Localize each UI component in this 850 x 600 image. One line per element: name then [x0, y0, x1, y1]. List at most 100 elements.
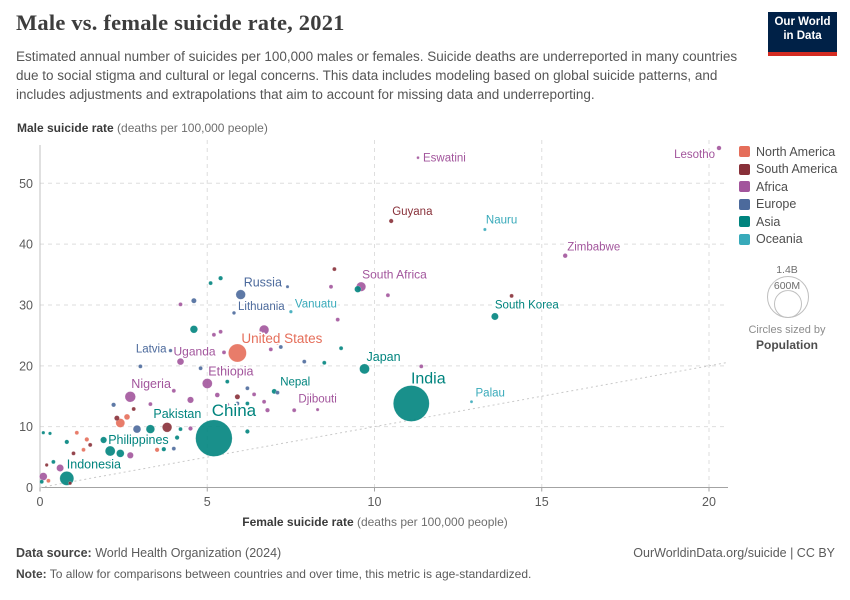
data-point-background[interactable] [332, 266, 337, 272]
data-point-background[interactable] [148, 401, 153, 407]
legend-item-europe[interactable]: Europe [739, 196, 837, 214]
data-point-background[interactable] [198, 366, 203, 371]
legend-item-oceania[interactable]: Oceania [739, 231, 837, 249]
data-point-background[interactable] [268, 347, 274, 352]
data-point-united-states[interactable] [228, 343, 247, 363]
data-point-ethiopia[interactable] [202, 378, 213, 389]
data-point-background[interactable] [245, 401, 250, 406]
data-point-background[interactable] [68, 481, 73, 486]
owid-logo[interactable]: Our World in Data [768, 12, 837, 56]
data-point-background[interactable] [115, 418, 126, 428]
data-point-zimbabwe[interactable] [562, 253, 568, 259]
data-point-background[interactable] [244, 429, 250, 434]
data-point-background[interactable] [419, 364, 424, 369]
country-label-zimbabwe[interactable]: Zimbabwe [566, 240, 622, 255]
data-point-background[interactable] [278, 344, 284, 350]
data-point-background[interactable] [178, 426, 183, 432]
data-point-background[interactable] [48, 431, 52, 436]
legend-item-asia[interactable]: Asia [739, 213, 837, 231]
data-point-background[interactable] [214, 392, 220, 398]
data-point-background[interactable] [225, 402, 230, 408]
data-point-background[interactable] [275, 390, 280, 395]
data-point-background[interactable] [126, 451, 134, 459]
data-point-background[interactable] [275, 341, 280, 346]
country-label-south-korea[interactable]: South Korea [493, 298, 561, 313]
data-point-china[interactable] [195, 419, 233, 457]
country-label-ethiopia[interactable]: Ethiopia [207, 363, 255, 380]
data-point-background[interactable] [509, 293, 514, 299]
data-point-nigeria[interactable] [124, 391, 136, 403]
data-point-japan[interactable] [359, 363, 370, 375]
data-point-background[interactable] [234, 393, 241, 400]
data-point-background[interactable] [335, 317, 340, 322]
data-point-background[interactable] [245, 386, 250, 391]
data-point-background[interactable] [338, 345, 344, 351]
data-point-background[interactable] [189, 325, 198, 334]
data-point-background[interactable] [188, 426, 193, 431]
data-point-vanuatu[interactable] [288, 309, 293, 314]
country-label-nauru[interactable]: Nauru [484, 213, 518, 228]
data-point-background[interactable] [251, 392, 257, 397]
data-point-south-korea[interactable] [491, 312, 499, 321]
data-point-background[interactable] [161, 446, 167, 452]
data-point-uganda[interactable] [176, 357, 185, 366]
data-point-palau[interactable] [469, 399, 474, 404]
data-point-russia[interactable] [235, 289, 246, 300]
data-point-background[interactable] [111, 402, 117, 408]
data-point-india[interactable] [393, 385, 430, 422]
data-point-djibouti[interactable] [315, 407, 320, 412]
data-point-background[interactable] [218, 275, 224, 281]
data-point-lithuania[interactable] [231, 310, 237, 315]
data-point-background[interactable] [162, 422, 173, 433]
data-point-background[interactable] [235, 401, 240, 406]
data-point-lesotho[interactable] [716, 145, 722, 151]
country-label-russia[interactable]: Russia [242, 274, 283, 291]
data-point-background[interactable] [39, 479, 44, 484]
data-point-background[interactable] [208, 280, 213, 286]
country-label-latvia[interactable]: Latvia [134, 342, 168, 357]
data-point-background[interactable] [225, 379, 230, 384]
data-point-background[interactable] [107, 459, 113, 465]
country-label-nepal[interactable]: Nepal [279, 375, 312, 390]
data-point-background[interactable] [71, 451, 76, 456]
country-label-eswatini[interactable]: Eswatini [422, 151, 468, 166]
data-point-background[interactable] [39, 472, 48, 481]
data-point-background[interactable] [265, 407, 270, 413]
data-point-background[interactable] [221, 350, 227, 355]
country-label-philippines[interactable]: Philippines [107, 432, 170, 449]
data-point-background[interactable] [114, 415, 120, 421]
data-point-background[interactable] [84, 436, 90, 442]
country-label-lithuania[interactable]: Lithuania [237, 299, 287, 314]
country-label-guyana[interactable]: Guyana [391, 205, 435, 220]
data-point-background[interactable] [354, 285, 362, 293]
legend-item-south-america[interactable]: South America [739, 161, 837, 179]
data-point-background[interactable] [87, 442, 93, 448]
data-point-background[interactable] [74, 430, 80, 435]
country-label-pakistan[interactable]: Pakistan [152, 406, 203, 423]
country-label-south-africa[interactable]: South Africa [361, 266, 429, 283]
data-point-eswatini[interactable] [416, 156, 420, 160]
data-point-background[interactable] [178, 302, 183, 307]
country-label-nigeria[interactable]: Nigeria [130, 375, 173, 392]
data-point-background[interactable] [174, 435, 180, 441]
country-label-uganda[interactable]: Uganda [172, 343, 217, 360]
country-label-lesotho[interactable]: Lesotho [673, 148, 717, 163]
data-point-background[interactable] [46, 478, 51, 484]
data-point-background[interactable] [211, 332, 217, 338]
data-point-background[interactable] [218, 329, 223, 334]
data-point-background[interactable] [51, 459, 56, 465]
data-point-background[interactable] [285, 284, 290, 289]
country-label-india[interactable]: India [409, 369, 447, 389]
country-label-palau[interactable]: Palau [474, 386, 506, 401]
data-point-background[interactable] [116, 449, 125, 458]
data-point-background[interactable] [121, 440, 127, 446]
data-point-background[interactable] [130, 440, 137, 446]
data-point-philippines[interactable] [104, 445, 116, 457]
data-point-background[interactable] [171, 446, 177, 451]
country-label-djibouti[interactable]: Djibouti [297, 392, 338, 407]
data-point-background[interactable] [261, 399, 267, 404]
data-point-background[interactable] [385, 292, 391, 298]
data-point-pakistan[interactable] [145, 424, 155, 434]
country-label-china[interactable]: China [210, 400, 258, 422]
legend-item-north-america[interactable]: North America [739, 143, 837, 161]
